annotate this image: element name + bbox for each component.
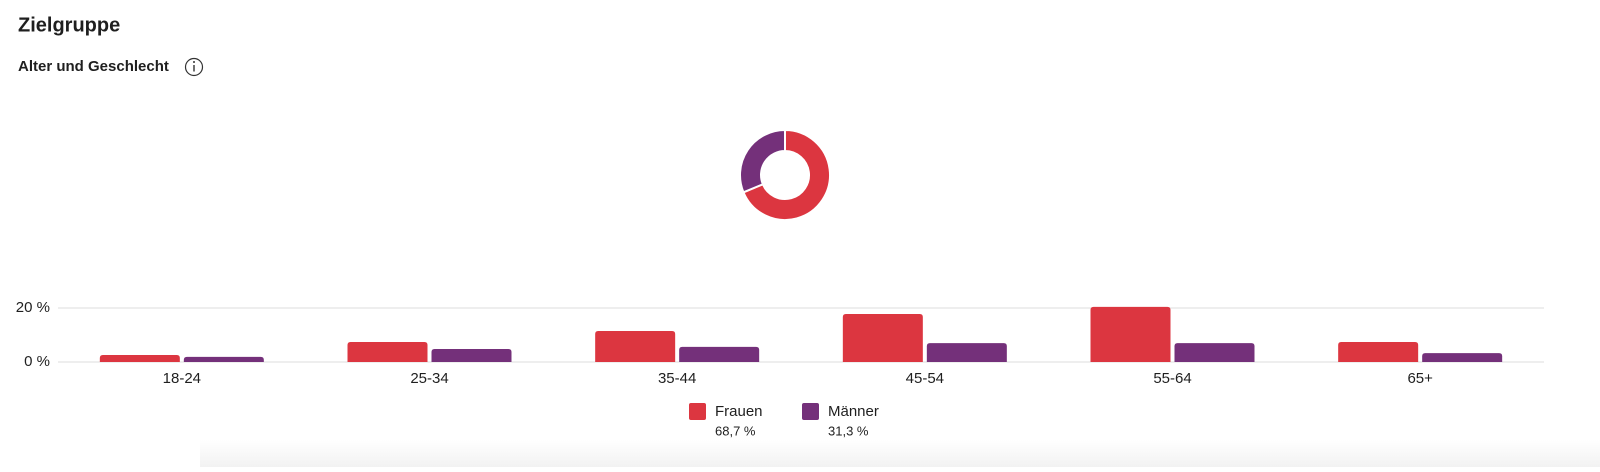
- legend-share: 68,7 %: [715, 423, 756, 438]
- donut-slice: [739, 128, 786, 194]
- donut-slice: [742, 128, 831, 221]
- bar: [1338, 342, 1419, 362]
- bar: [183, 356, 264, 362]
- x-tick-label: 35-44: [658, 370, 696, 387]
- legend-label: Männer: [828, 403, 879, 420]
- x-tick-label: 65+: [1407, 370, 1433, 387]
- y-tick-label: 0 %: [24, 353, 50, 370]
- bar: [347, 342, 428, 362]
- x-tick-label: 25-34: [410, 370, 448, 387]
- x-tick-label: 18-24: [163, 370, 201, 387]
- y-tick-label: 20 %: [16, 299, 50, 316]
- info-icon[interactable]: [184, 57, 204, 77]
- legend-label: Frauen: [715, 403, 763, 420]
- bar: [431, 349, 512, 362]
- legend-swatch: [802, 403, 819, 420]
- bar: [1174, 343, 1255, 362]
- x-tick-label: 55-64: [1153, 370, 1191, 387]
- bar: [679, 346, 760, 362]
- x-tick-label: 45-54: [906, 370, 944, 387]
- section-title: Alter und Geschlecht: [18, 58, 169, 75]
- legend-share: 31,3 %: [828, 423, 869, 438]
- bar: [99, 354, 180, 362]
- bar: [926, 343, 1007, 362]
- legend-swatch: [689, 403, 706, 420]
- bar: [1090, 306, 1171, 362]
- bar: [842, 313, 923, 362]
- footer-shade: [200, 440, 1600, 467]
- bar: [595, 330, 676, 362]
- bar: [1422, 353, 1503, 362]
- page-title: Zielgruppe: [18, 14, 120, 36]
